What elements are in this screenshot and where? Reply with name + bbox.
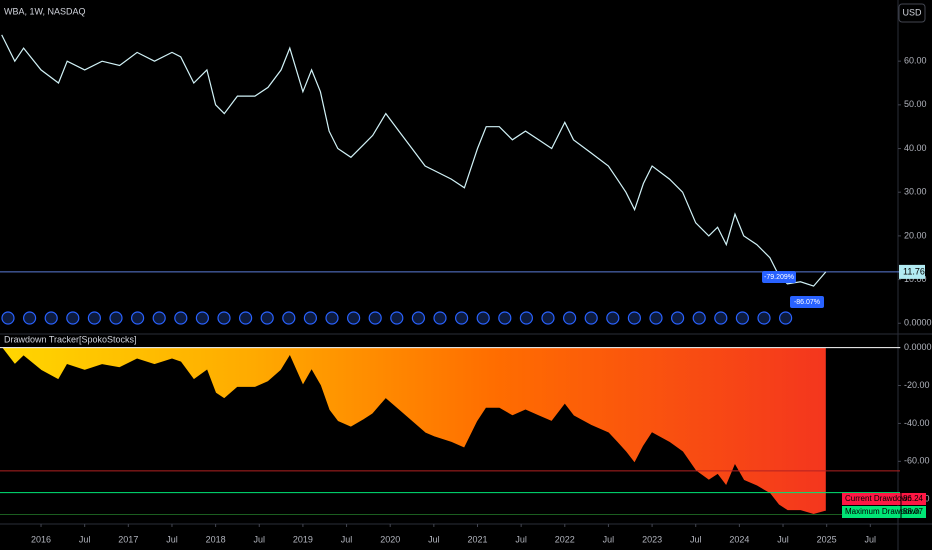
x-tick-label: 2020 xyxy=(380,534,400,544)
y-tick-label: 50.00 xyxy=(904,99,927,109)
y-tick-label: 0.0000 xyxy=(904,318,932,328)
y-tick-label: 0.0000 xyxy=(904,342,932,352)
dividend-marker xyxy=(433,311,447,325)
annotation: -86.07% xyxy=(794,299,820,306)
dividend-row xyxy=(1,311,793,325)
dividend-marker xyxy=(670,311,685,325)
x-tick-label: 2023 xyxy=(642,534,662,544)
dividend-marker xyxy=(260,311,274,325)
dividend-marker xyxy=(1,311,15,325)
dividend-marker xyxy=(87,311,102,325)
x-tick-label: 2022 xyxy=(555,534,575,544)
dividend-marker xyxy=(498,311,512,325)
y-tick-label: -20.00 xyxy=(904,380,930,390)
dividend-marker xyxy=(152,311,166,325)
y-tick-label: 30.00 xyxy=(904,187,927,197)
dividend-marker xyxy=(131,311,145,325)
stat-bg xyxy=(842,493,926,505)
dividend-marker xyxy=(282,311,296,325)
dividend-marker xyxy=(714,311,728,325)
x-tick-label: Jul xyxy=(254,534,266,544)
dividend-marker xyxy=(627,311,642,325)
x-tick-label: Jul xyxy=(690,534,702,544)
stat-label: Maximum Drawdown xyxy=(845,507,920,516)
x-tick-label: Jul xyxy=(166,534,178,544)
dividend-marker xyxy=(562,311,577,325)
dividend-marker xyxy=(411,311,425,325)
annotation-bg xyxy=(762,271,796,283)
y-tick-label: -60.00 xyxy=(904,456,930,466)
dividend-marker xyxy=(649,311,663,325)
x-tick-label: 2019 xyxy=(293,534,313,544)
annotation: -79.209% xyxy=(764,274,794,281)
x-tick-label: Jul xyxy=(428,534,440,544)
price-label-bg xyxy=(899,264,925,279)
dividend-marker xyxy=(476,311,490,325)
x-tick-label: 2018 xyxy=(206,534,226,544)
dividend-marker xyxy=(347,311,361,325)
price-label: 11.76 xyxy=(903,266,925,276)
dividend-marker xyxy=(735,311,750,325)
annotation-bg xyxy=(790,296,824,308)
dividend-marker xyxy=(455,311,469,325)
y-tick-label: 20.00 xyxy=(904,230,927,240)
x-tick-label: 2016 xyxy=(31,534,51,544)
y-tick-label: 40.00 xyxy=(904,143,927,153)
x-tick-label: 2024 xyxy=(729,534,749,544)
dividend-marker xyxy=(239,311,253,325)
indicator-title: Drawdown Tracker[SpokoStocks] xyxy=(4,334,137,344)
stat-label: Current Drawdown xyxy=(845,494,912,503)
dividend-marker xyxy=(109,311,123,325)
x-tick-label: Jul xyxy=(777,534,789,544)
y-tick-label: 10.00 xyxy=(904,274,927,284)
dividend-marker xyxy=(303,311,317,325)
x-tick-label: 2021 xyxy=(467,534,487,544)
stat-value: -88.07 xyxy=(900,507,923,516)
dividend-marker xyxy=(606,311,620,325)
price-series xyxy=(1,34,827,287)
stat-value: -86.24 xyxy=(900,494,923,503)
y-tick-label: 60.00 xyxy=(904,56,927,66)
x-tick-label: Jul xyxy=(515,534,527,544)
dividend-marker xyxy=(23,311,37,325)
stat-bg xyxy=(842,506,926,518)
dividend-marker xyxy=(757,311,771,325)
dividend-marker xyxy=(195,311,209,325)
x-tick-label: Jul xyxy=(865,534,877,544)
dividend-marker xyxy=(174,311,188,325)
dividend-marker xyxy=(541,311,555,325)
drawdown-line xyxy=(1,347,826,516)
currency[interactable]: USD xyxy=(902,7,922,17)
x-tick-label: 2025 xyxy=(817,534,837,544)
dividend-marker xyxy=(368,311,382,325)
dividend-marker xyxy=(217,311,231,325)
dividend-marker xyxy=(692,311,706,325)
dividend-marker xyxy=(584,311,598,325)
y-tick-label: -40.00 xyxy=(904,418,930,428)
dividend-marker xyxy=(44,311,58,325)
symbol-title: WBA, 1W, NASDAQ xyxy=(4,6,86,16)
dividend-marker xyxy=(778,311,793,325)
dividend-marker xyxy=(519,311,534,325)
dividend-marker xyxy=(66,311,80,325)
x-tick-label: Jul xyxy=(341,534,353,544)
x-tick-label: 2017 xyxy=(118,534,138,544)
dividend-marker xyxy=(325,311,339,325)
currency-button[interactable] xyxy=(898,3,926,23)
drawdown-fill xyxy=(1,347,826,515)
x-tick-label: Jul xyxy=(603,534,615,544)
x-tick-label: Jul xyxy=(79,534,91,544)
dividend-marker xyxy=(390,311,404,325)
